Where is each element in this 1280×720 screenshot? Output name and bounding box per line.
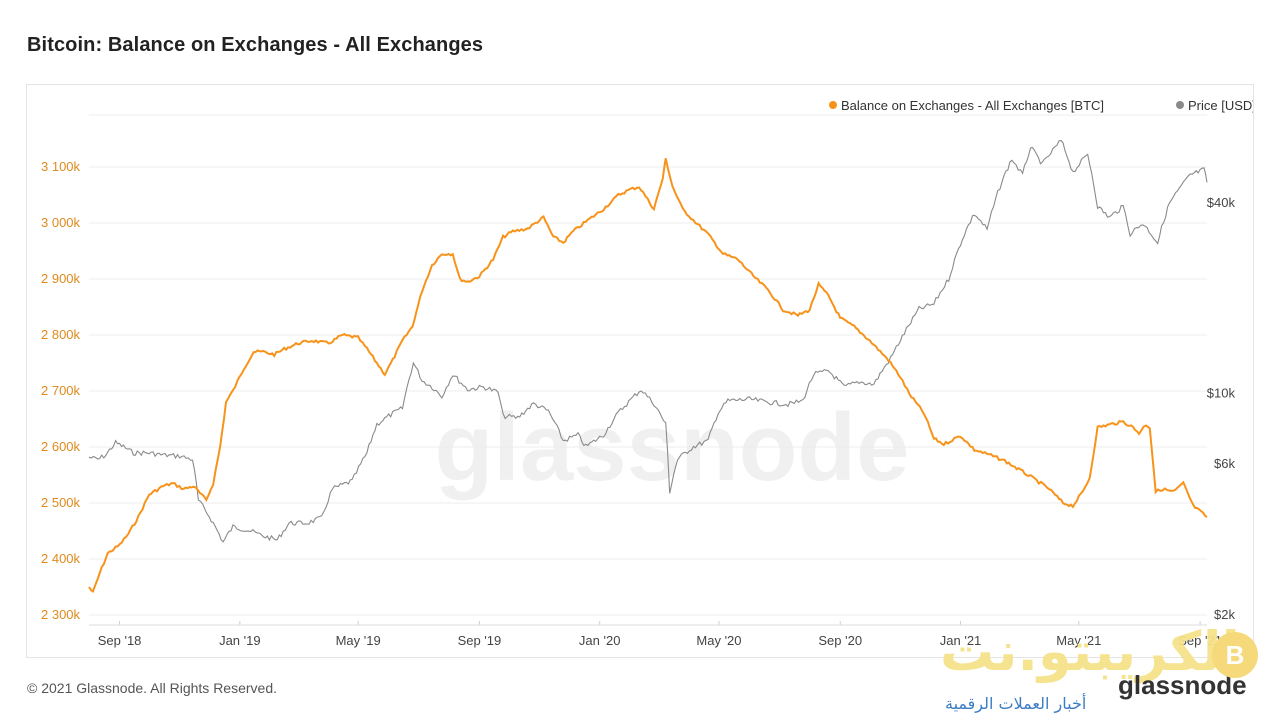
brand-tagline-arabic: أخبار العملات الرقمية (945, 694, 1087, 713)
y-left-tick-label: 2 300k (41, 607, 81, 622)
x-tick-label: May '21 (1056, 633, 1101, 648)
x-tick-label: Jan '19 (219, 633, 261, 648)
y-left-tick-label: 3 000k (41, 215, 81, 230)
brand-watermark-arabic: الكريبتو.نت (940, 620, 1240, 683)
chart-panel: glassnode 2 300k 2 400k 2 500k 2 600k 2 700k 2… (26, 84, 1254, 658)
legend-price-dot (1176, 101, 1184, 109)
x-tick-label: Jan '21 (940, 633, 982, 648)
x-tick-label: Jan '20 (579, 633, 621, 648)
y-left-tick-label: 2 400k (41, 551, 81, 566)
bitcoin-coin-icon: B (1212, 632, 1258, 678)
legend-balance-label: Balance on Exchanges - All Exchanges [BT… (841, 98, 1104, 113)
y-right-tick-label: $10k (1207, 386, 1236, 401)
x-tick-label: Sep '21 (1178, 633, 1222, 648)
y-right-tick-label: $6k (1214, 456, 1235, 471)
y-left-tick-label: 2 800k (41, 327, 81, 342)
y-right-tick-label: $40k (1207, 195, 1236, 210)
x-tick-label: Sep '18 (98, 633, 142, 648)
y-left-tick-label: 2 500k (41, 495, 81, 510)
y-right-tick-label: $2k (1214, 607, 1235, 622)
copyright-footer: © 2021 Glassnode. All Rights Reserved. (27, 680, 278, 696)
y-left-tick-label: 2 700k (41, 383, 81, 398)
x-tick-label: Sep '20 (818, 633, 862, 648)
chart-title: Bitcoin: Balance on Exchanges - All Exch… (27, 34, 484, 56)
legend-price-label: Price [USD] (1188, 98, 1253, 113)
y-left-tick-label: 3 100k (41, 159, 81, 174)
x-tick-label: May '19 (336, 633, 381, 648)
y-left-tick-label: 2 900k (41, 271, 81, 286)
x-tick-label: Sep '19 (458, 633, 502, 648)
price-line (88, 139, 1208, 543)
legend-balance-dot (829, 101, 837, 109)
balance-line (88, 158, 1208, 593)
y-left-tick-label: 2 600k (41, 439, 81, 454)
x-tick-label: May '20 (696, 633, 741, 648)
